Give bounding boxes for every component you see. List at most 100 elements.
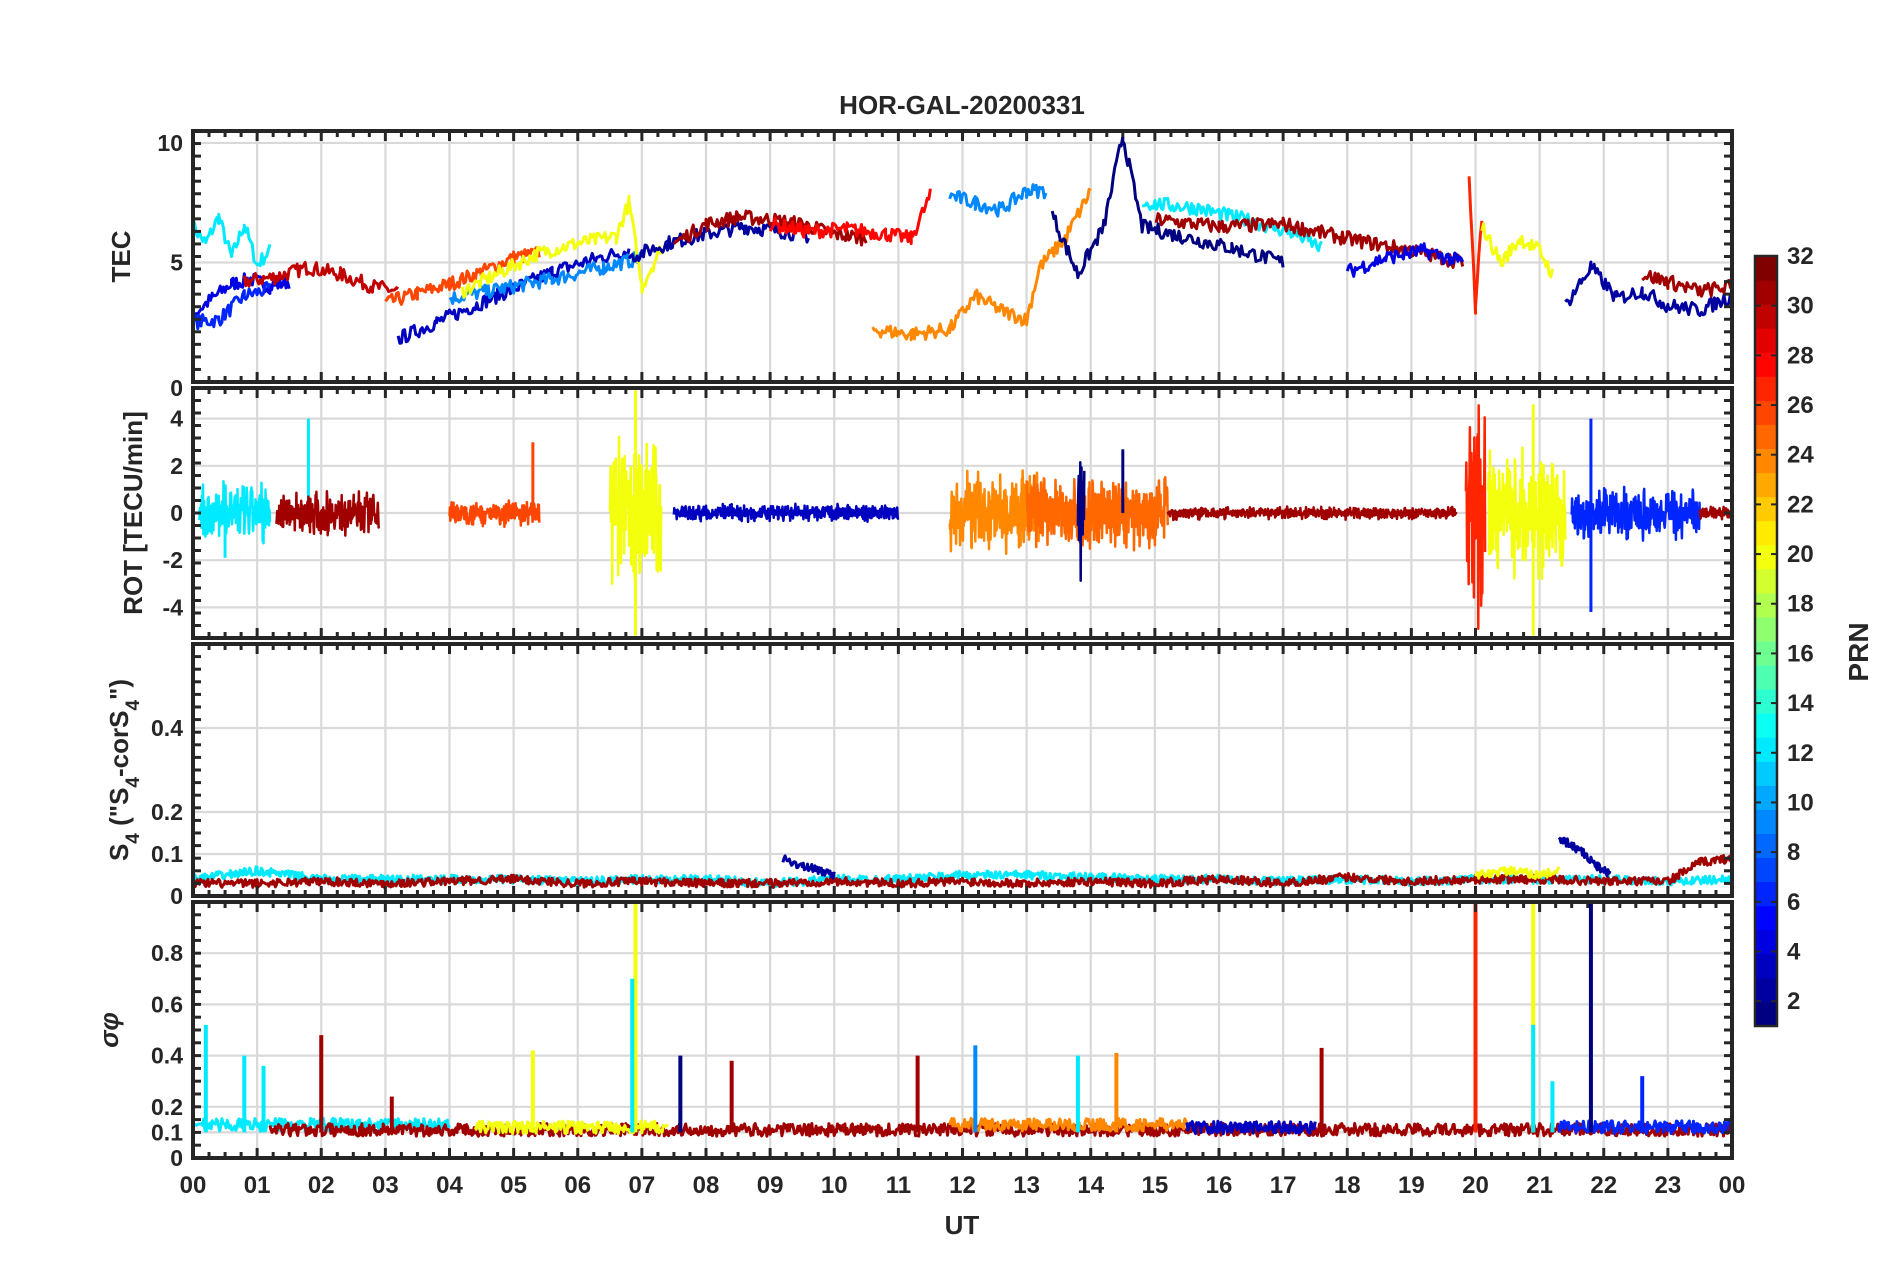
y-tick-label: 5 [170, 249, 183, 275]
colorbar-tick-label: 6 [1787, 889, 1800, 916]
series-line-prn-31 [672, 209, 868, 247]
data [193, 135, 1732, 345]
colorbar-cell [1755, 1001, 1777, 1027]
y-tick-label: 0.1 [151, 1119, 183, 1145]
x-tick-label: 01 [244, 1172, 271, 1199]
colorbar-tick-label: 2 [1787, 988, 1800, 1015]
colorbar-cell [1755, 785, 1777, 810]
rot-burst-prn-31 [275, 490, 381, 537]
x-tick-label: 04 [436, 1172, 463, 1199]
colorbar-cell [1755, 568, 1777, 594]
x-tick-label: 08 [693, 1172, 720, 1199]
colorbar-cell [1755, 713, 1777, 738]
y-tick-label: 4 [170, 406, 183, 432]
colorbar-cell [1755, 953, 1777, 979]
x-axis-label: UT [945, 1210, 980, 1240]
x-tick-label: 15 [1142, 1172, 1169, 1199]
y-tick-label: 0.4 [151, 715, 183, 741]
y-tick-label: 0 [170, 1145, 183, 1171]
colorbar-cell [1755, 448, 1777, 474]
panel-TEC: 5 10 TEC [106, 129, 1734, 384]
colorbar-cell [1755, 304, 1777, 329]
series-line-prn-9 [948, 183, 1048, 218]
series-line-prn-27 [1467, 176, 1484, 315]
panel-S4: 0 0.1 0.2 0.4 S4 ("S4-corS4") [104, 642, 1734, 909]
colorbar-cell [1755, 929, 1777, 955]
ticks [191, 642, 1734, 898]
x-tick-label: 05 [500, 1172, 527, 1199]
y-tick-label: 0 [170, 375, 183, 401]
y-tick-label: 0.6 [151, 991, 183, 1017]
colorbar-tick-label: 16 [1787, 640, 1814, 667]
series-line-prn-24 [871, 187, 1092, 342]
rot-burst-prn-1 [1076, 461, 1086, 582]
colorbar-cell [1755, 737, 1777, 762]
x-tick-label: 16 [1206, 1172, 1233, 1199]
series-line-prn-4 [1345, 242, 1465, 278]
panel-ROT: -4 -2 0 2 4 0 ROT [TECU/min] [118, 375, 1734, 640]
x-tick-label: 11 [886, 1172, 911, 1199]
y-tick-label: 0.2 [151, 1094, 183, 1120]
colorbar-tick-label: 28 [1787, 342, 1814, 369]
rot-burst-prn-20 [1487, 446, 1567, 581]
colorbar-tick-label: 10 [1787, 789, 1814, 816]
colorbar-cell [1755, 881, 1777, 907]
x-tick-label: 19 [1398, 1172, 1425, 1199]
series-line-prn-20 [460, 194, 663, 299]
x-tick-label: 21 [1526, 1172, 1553, 1199]
x-tick-label: 10 [821, 1172, 848, 1199]
x-tick-label: 03 [372, 1172, 399, 1199]
x-tick-label: 02 [308, 1172, 335, 1199]
x-tick-label: 12 [949, 1172, 976, 1199]
series-line-prn-31 [1641, 269, 1732, 298]
colorbar-tick-label: 4 [1787, 938, 1801, 965]
s4-line-prn-2 [1557, 836, 1612, 878]
x-tick-label: 07 [629, 1172, 656, 1199]
colorbar-tick-label: 18 [1787, 591, 1814, 618]
grid [191, 131, 1734, 382]
colorbar-cell [1755, 280, 1777, 305]
colorbar-tick-label: 30 [1787, 293, 1814, 320]
colorbar-tick-label: 14 [1787, 690, 1814, 717]
colorbar-cell [1755, 857, 1777, 883]
colorbar-tick-label: 32 [1787, 243, 1814, 270]
ticks [191, 386, 1734, 640]
ticks [191, 900, 1734, 1160]
rot-burst-prn-25 [1025, 474, 1169, 552]
y-axis-label: σφ [94, 1012, 124, 1048]
colorbar-cell [1755, 761, 1777, 786]
chart-title: HOR-GAL-20200331 [839, 90, 1085, 120]
x-tick-labels: 00 01 02 03 04 05 06 07 08 09 10 11 12 13 14 15 16 17 18 19… [180, 1172, 1746, 1199]
sigma-line-prn-6 [1557, 1119, 1732, 1136]
colorbar-cell [1755, 905, 1777, 931]
data [193, 902, 1732, 1138]
rot-burst-prn-12 [198, 480, 272, 545]
x-tick-label: 20 [1462, 1172, 1489, 1199]
colorbar-tick-label: 20 [1787, 541, 1814, 568]
y-tick-label: 0.1 [151, 841, 183, 867]
y-axis-label: ROT [TECU/min] [118, 411, 148, 615]
rot-burst-prn-31 [1166, 505, 1458, 522]
y-tick-label: 0.4 [151, 1043, 183, 1069]
series-line-prn-2 [1564, 260, 1732, 318]
colorbar-cell [1755, 328, 1777, 353]
rot-burst-prn-24 [948, 469, 1041, 556]
colorbar-tick-label: 8 [1787, 839, 1800, 866]
colorbar-cell [1755, 352, 1777, 377]
series-line-prn-6 [193, 281, 272, 331]
x-tick-label: 17 [1270, 1172, 1297, 1199]
colorbar-cell [1755, 833, 1777, 859]
series-line-prn-12 [1142, 196, 1323, 253]
colorbar-tick-label: 12 [1787, 740, 1814, 767]
y-tick-label: 0.2 [151, 799, 183, 825]
rot-burst-prn-26 [448, 499, 541, 529]
s4-line-prn-31 [193, 853, 1732, 889]
x-tick-label: 09 [757, 1172, 784, 1199]
series-line-prn-20 [1480, 222, 1554, 279]
x-tick-label: 00 [1719, 1172, 1746, 1199]
y-tick-label: 0.8 [151, 940, 183, 966]
y-tick-label: -4 [163, 594, 184, 620]
